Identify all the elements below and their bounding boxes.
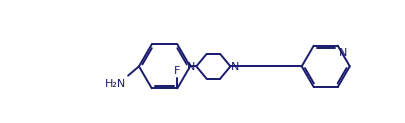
Text: F: F <box>174 66 181 76</box>
Text: N: N <box>339 48 347 58</box>
Text: N: N <box>187 62 196 72</box>
Text: H₂N: H₂N <box>104 79 126 89</box>
Text: N: N <box>231 62 240 72</box>
